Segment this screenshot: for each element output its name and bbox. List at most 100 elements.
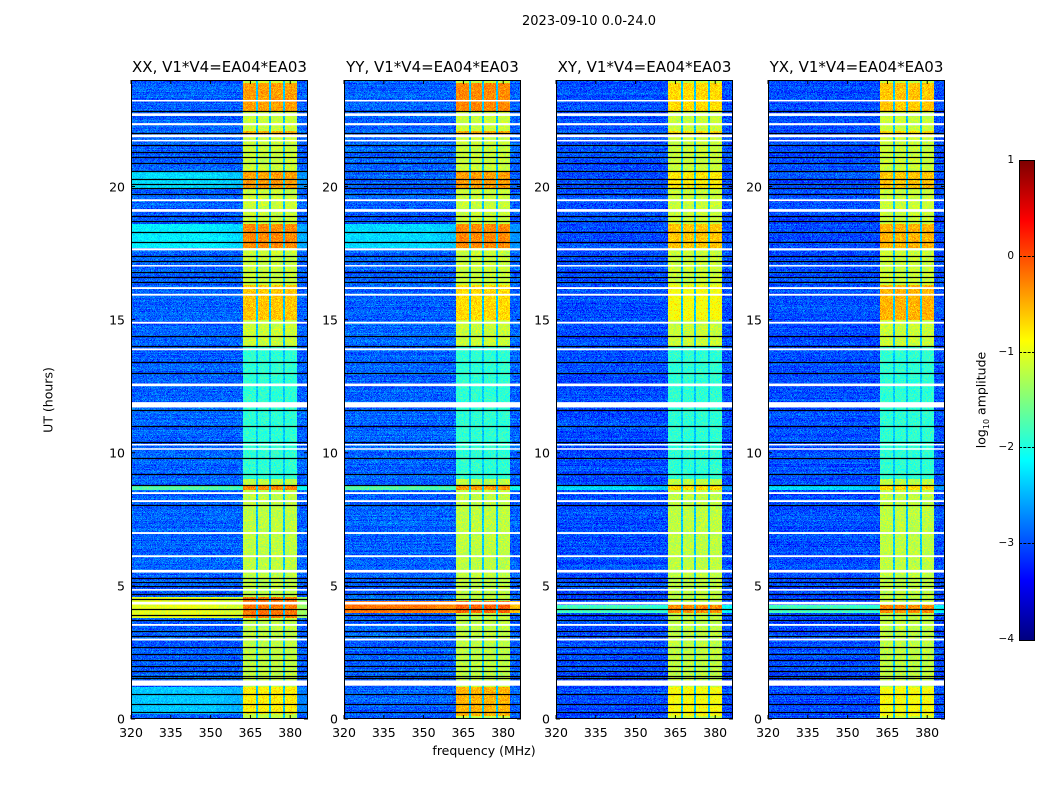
- flagged-row: [768, 532, 945, 534]
- flagged-row: [556, 680, 733, 686]
- x-tick-label: 335: [158, 725, 183, 740]
- y-tick-label: 15: [322, 312, 338, 328]
- y-tick-label: 20: [109, 179, 125, 194]
- flagged-row: [556, 265, 733, 267]
- flagged-row: [131, 680, 308, 686]
- y-tick-label: 0: [754, 711, 762, 727]
- flagged-row: [344, 113, 521, 116]
- y-tick-label: 20: [534, 179, 550, 194]
- flagged-row: [344, 99, 521, 102]
- panel-yy: YY, V1*V4=EA04*EA03 320 335 350 365 380 0 5 10 15…: [322, 58, 521, 740]
- flagged-row: [556, 348, 733, 351]
- colorbar-label-sub: 10: [981, 418, 991, 430]
- flagged-row: [768, 139, 945, 142]
- flagged-row: [344, 680, 521, 686]
- panel-overlay: [343, 80, 521, 720]
- y-tick-label: 10: [322, 445, 338, 461]
- flagged-row: [344, 293, 521, 296]
- flagged-row: [131, 321, 308, 324]
- y-tick-label: 15: [534, 312, 550, 328]
- panel-title: YX, V1*V4=EA04*EA03: [769, 58, 944, 76]
- x-tick-label: 320: [756, 725, 780, 740]
- panel-overlay: [767, 80, 945, 720]
- colorbar-tick-mark: [1019, 255, 1035, 257]
- x-tick-label: 350: [198, 725, 223, 740]
- flagged-row: [768, 348, 945, 351]
- panel-title: XX, V1*V4=EA04*EA03: [132, 58, 307, 76]
- flagged-row: [344, 443, 521, 446]
- flagged-row: [131, 287, 308, 290]
- x-tick-label: 335: [583, 725, 608, 740]
- colorbar-tick-label: 0: [1007, 249, 1014, 262]
- colorbar-tick-mark: [1019, 543, 1035, 545]
- flagged-row: [131, 383, 308, 387]
- flagged-row: [556, 113, 733, 116]
- y-tick-label: 0: [542, 711, 550, 727]
- x-tick-label: 380: [915, 725, 940, 740]
- y-tick-label: 20: [746, 179, 762, 194]
- flagged-row: [131, 265, 308, 267]
- flagged-row: [556, 638, 733, 641]
- y-tick-label: 5: [330, 578, 338, 594]
- flagged-row: [131, 199, 308, 202]
- flagged-row: [768, 199, 945, 202]
- flagged-row: [768, 321, 945, 324]
- flagged-row: [768, 500, 945, 503]
- flagged-row: [556, 555, 733, 558]
- flagged-row: [131, 555, 308, 558]
- flagged-row: [344, 265, 521, 267]
- flagged-row: [556, 199, 733, 202]
- flagged-row: [556, 293, 733, 296]
- flagged-row: [344, 321, 521, 324]
- y-tick-label: 15: [109, 312, 125, 328]
- colorbar-tick-label: −1: [998, 345, 1014, 358]
- panel-yx: YX, V1*V4=EA04*EA03 320 335 350 365 380 0 5 10 15…: [746, 58, 945, 740]
- flagged-row: [344, 248, 521, 251]
- flagged-row: [768, 448, 945, 450]
- flagged-row: [556, 402, 733, 408]
- flagged-row: [556, 383, 733, 387]
- flagged-row: [131, 99, 308, 102]
- colorbar: [1019, 160, 1035, 641]
- y-tick-label: 5: [754, 578, 762, 594]
- colorbar-label-log: log: [973, 429, 989, 449]
- x-tick-label: 380: [491, 725, 516, 740]
- flagged-row: [556, 443, 733, 446]
- flagged-row: [768, 443, 945, 446]
- flagged-row: [768, 680, 945, 686]
- flagged-row: [131, 638, 308, 641]
- x-tick-label: 335: [371, 725, 396, 740]
- colorbar-label: log10 amplitude: [973, 352, 991, 448]
- flagged-row: [556, 569, 733, 573]
- x-tick-label: 320: [119, 725, 143, 740]
- spectrogram-image: [131, 80, 308, 719]
- flagged-row: [768, 555, 945, 558]
- flagged-row: [344, 569, 521, 573]
- x-tick-label: 365: [663, 725, 688, 740]
- flagged-row: [556, 589, 733, 591]
- flagged-row: [131, 443, 308, 446]
- y-tick-label: 15: [746, 312, 762, 328]
- flagged-row: [556, 623, 733, 626]
- y-tick-label: 5: [117, 578, 125, 594]
- flagged-row: [131, 248, 308, 251]
- flagged-row: [344, 134, 521, 138]
- y-tick-label: 0: [330, 711, 338, 727]
- flagged-row: [344, 383, 521, 387]
- flagged-row: [131, 402, 308, 408]
- flagged-row: [768, 99, 945, 102]
- x-tick-label: 365: [451, 725, 476, 740]
- flagged-row: [768, 492, 945, 495]
- x-axis-label: frequency (MHz): [432, 743, 536, 758]
- y-tick-label: 10: [109, 445, 125, 461]
- flagged-row: [131, 601, 308, 605]
- flagged-row: [768, 623, 945, 626]
- flagged-row: [344, 532, 521, 534]
- y-tick-label: 0: [117, 711, 125, 727]
- flagged-row: [131, 623, 308, 626]
- spectrogram-image: [344, 80, 521, 719]
- x-tick-label: 350: [835, 725, 860, 740]
- colorbar-label-rest: amplitude: [973, 351, 989, 419]
- flagged-row: [556, 321, 733, 324]
- flagged-row: [768, 569, 945, 573]
